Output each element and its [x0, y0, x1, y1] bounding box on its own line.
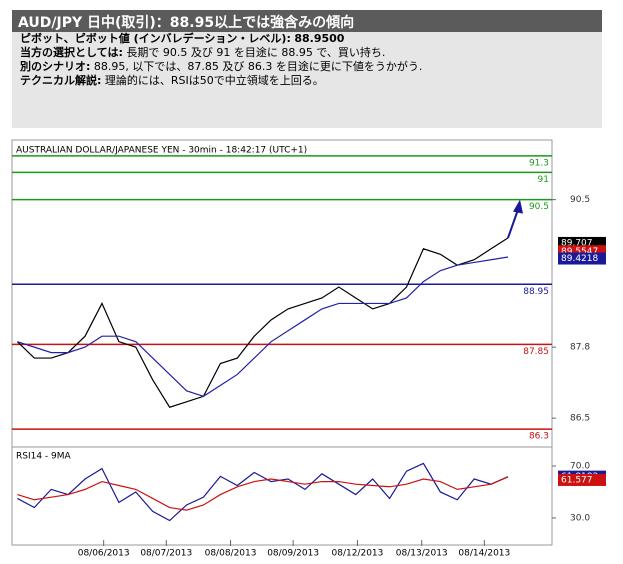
line-text: 88.9500 — [294, 32, 345, 45]
x-tick-label: 08/13/2013 — [396, 549, 448, 559]
header-line: 当方の選択としては: 長期で 90.5 及び 91 を目途に 88.95 で、買… — [12, 46, 602, 60]
series-line — [17, 256, 509, 397]
line-label: テクニカル解説: — [20, 74, 102, 87]
series-line — [17, 476, 509, 511]
frame — [11, 139, 553, 546]
level-label: 87.85 — [523, 347, 549, 357]
last-value-label: 61.577 — [561, 475, 593, 485]
panel-title: AUSTRALIAN DOLLAR/JAPANESE YEN - 30min -… — [16, 146, 307, 156]
header-line: 別のシナリオ: 88.95, 以下では、87.85 及び 86.3 を目途に更に… — [12, 60, 602, 74]
header-title: AUD/JPY 日中(取引)：88.95以上では強含みの傾向 — [12, 10, 602, 32]
y-tick-label: 90.5 — [570, 195, 590, 205]
last-value-box — [558, 252, 606, 265]
series-line — [17, 462, 509, 522]
last-value-box — [558, 473, 606, 486]
last-value-box — [558, 245, 606, 258]
header: AUD/JPY 日中(取引)：88.95以上では強含みの傾向 ピボット、ピボット… — [12, 10, 602, 128]
header-line: テクニカル解説: 理論的には、RSIは50で中立領域を上回る。 — [12, 74, 602, 88]
x-tick-label: 08/07/2013 — [140, 549, 192, 559]
x-tick-label: 08/14/2013 — [458, 549, 510, 559]
line-text: 88.95, 以下では、87.85 及び 86.3 を目途に更に下値をうかがう. — [93, 60, 423, 73]
level-label: 86.3 — [529, 432, 549, 442]
arrow-head — [513, 199, 524, 214]
last-value-label: 89.5547 — [561, 247, 598, 257]
y-tick-label: 30.0 — [570, 513, 590, 523]
panel-title: RSI14 - 9MA — [16, 452, 72, 462]
level-label: 91.3 — [529, 158, 549, 168]
line-text: 長期で 90.5 及び 91 を目途に 88.95 で、買い持ち. — [126, 46, 386, 59]
x-tick-label: 08/09/2013 — [267, 549, 319, 559]
y-tick-label: 70.0 — [570, 462, 590, 472]
x-tick-label: 08/08/2013 — [205, 549, 257, 559]
last-value-label: 89.707 — [561, 238, 593, 248]
last-value-label: 89.4218 — [561, 254, 598, 264]
line-text: 理論的には、RSIは50で中立領域を上回る。 — [104, 74, 324, 87]
level-label: 91 — [538, 175, 549, 185]
x-tick-label: 08/12/2013 — [332, 549, 384, 559]
y-tick-label: 87.8 — [570, 343, 590, 353]
line-label: ピボット、ピボット値 (インバレデーション・レベル): — [20, 32, 291, 45]
y-tick-label: 86.5 — [570, 414, 590, 424]
level-label: 90.5 — [529, 202, 549, 212]
level-label: 88.95 — [523, 287, 549, 297]
line-label: 当方の選択としては: — [20, 46, 123, 59]
header-line: ピボット、ピボット値 (インバレデーション・レベル): 88.9500 — [12, 32, 602, 46]
arrow — [507, 209, 519, 239]
x-tick-label: 08/06/2013 — [78, 549, 130, 559]
series-line — [16, 237, 509, 408]
line-label: 別のシナリオ: — [20, 60, 91, 73]
